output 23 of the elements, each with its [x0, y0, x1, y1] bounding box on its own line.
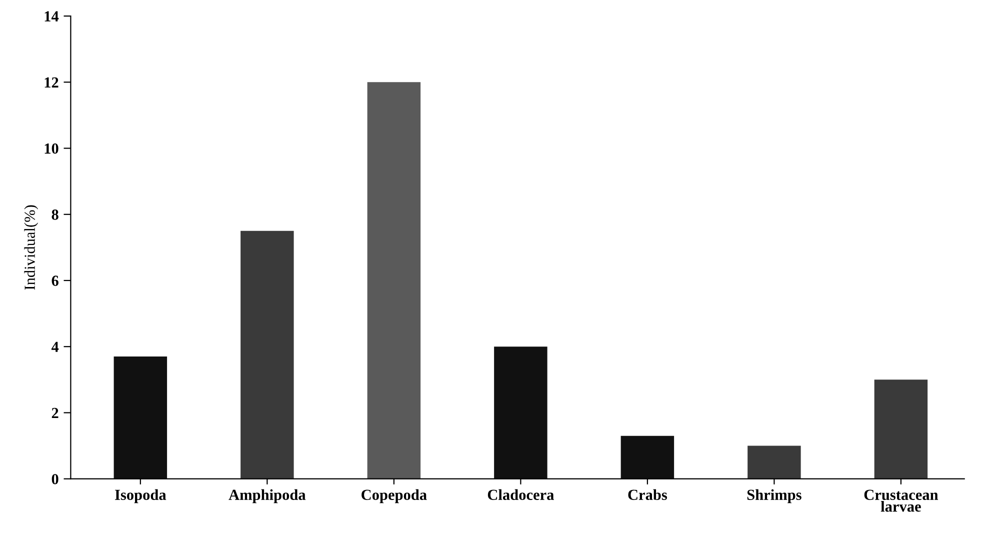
x-tick-label: Crabs	[628, 489, 668, 500]
bar	[114, 356, 168, 479]
bar	[874, 380, 928, 479]
y-tick-label: 0	[52, 474, 58, 484]
y-axis-title: Individual(%)	[24, 205, 38, 290]
bar	[748, 446, 801, 479]
y-tick-label: 10	[44, 143, 58, 154]
x-tick-label: Crustacean larvae	[864, 490, 938, 512]
x-tick-label: Shrimps	[747, 489, 802, 504]
bar	[620, 436, 674, 479]
y-tick-label: 2	[52, 408, 58, 418]
bar	[494, 346, 548, 479]
y-tick-label: 4	[51, 342, 59, 352]
y-tick-label: 8	[52, 210, 58, 220]
y-tick-label: 6	[52, 276, 58, 286]
x-tick-label: Isopoda	[115, 489, 166, 504]
y-tick-label: 14	[44, 11, 59, 22]
x-tick-label: Amphipoda	[228, 489, 306, 504]
x-tick-label: Cladocera	[488, 489, 554, 500]
x-tick-label: Copepoda	[362, 489, 427, 504]
bar	[240, 230, 294, 479]
y-tick-label: 12	[44, 77, 58, 88]
bar	[367, 82, 421, 479]
